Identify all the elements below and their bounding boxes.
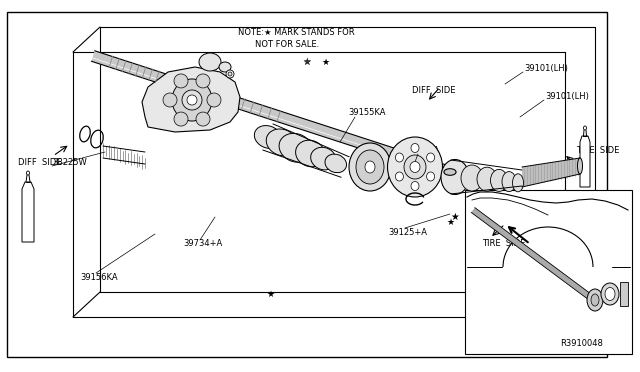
Ellipse shape (587, 289, 603, 311)
Polygon shape (92, 51, 452, 177)
Ellipse shape (26, 171, 29, 175)
Ellipse shape (605, 288, 615, 301)
Ellipse shape (172, 79, 212, 121)
Ellipse shape (513, 174, 524, 192)
Text: 38225W: 38225W (52, 157, 87, 167)
Text: ★: ★ (451, 212, 460, 222)
Text: R3910048: R3910048 (560, 340, 603, 349)
Ellipse shape (174, 112, 188, 126)
Text: 39156KA: 39156KA (80, 273, 118, 282)
Ellipse shape (577, 158, 582, 174)
Polygon shape (522, 158, 580, 187)
Ellipse shape (207, 93, 221, 107)
Text: 39101(LH): 39101(LH) (524, 64, 568, 73)
Polygon shape (22, 182, 34, 242)
Ellipse shape (396, 172, 403, 181)
Ellipse shape (477, 167, 497, 191)
Ellipse shape (219, 62, 231, 72)
Ellipse shape (591, 294, 599, 306)
Text: 39234+A: 39234+A (400, 145, 439, 154)
Ellipse shape (410, 161, 420, 173)
Ellipse shape (411, 182, 419, 190)
Ellipse shape (490, 169, 508, 192)
Ellipse shape (356, 150, 384, 184)
Polygon shape (471, 208, 592, 299)
Ellipse shape (310, 147, 336, 170)
Bar (465, 190, 632, 354)
Text: TIRE  SIDE: TIRE SIDE (482, 240, 525, 248)
Ellipse shape (427, 172, 435, 181)
Ellipse shape (601, 283, 619, 305)
Polygon shape (580, 136, 590, 187)
Text: DIFF  SIDE: DIFF SIDE (412, 86, 456, 94)
Ellipse shape (396, 153, 403, 162)
Text: DIFF  SIDE: DIFF SIDE (18, 157, 61, 167)
Ellipse shape (266, 129, 298, 156)
Ellipse shape (427, 153, 435, 162)
Ellipse shape (228, 72, 232, 76)
Bar (620, 282, 628, 306)
Text: TIRE  SIDE: TIRE SIDE (576, 145, 620, 154)
Ellipse shape (182, 90, 202, 110)
Ellipse shape (502, 171, 516, 192)
Ellipse shape (404, 155, 426, 179)
Ellipse shape (196, 112, 210, 126)
Ellipse shape (444, 169, 456, 175)
Ellipse shape (296, 140, 325, 167)
Ellipse shape (187, 95, 197, 105)
Polygon shape (142, 67, 240, 132)
Text: 39155KA: 39155KA (348, 108, 385, 116)
Ellipse shape (174, 74, 188, 88)
Text: 39101(LH): 39101(LH) (545, 92, 589, 100)
Text: 39734+A: 39734+A (183, 240, 222, 248)
Ellipse shape (279, 134, 312, 162)
Text: ★: ★ (266, 289, 274, 298)
Ellipse shape (349, 143, 391, 191)
Ellipse shape (163, 93, 177, 107)
Text: NOTE:★ MARK STANDS FOR: NOTE:★ MARK STANDS FOR (238, 28, 355, 36)
Ellipse shape (365, 161, 375, 173)
Ellipse shape (584, 126, 586, 130)
Ellipse shape (441, 160, 469, 195)
Text: 39125+A: 39125+A (388, 228, 427, 237)
Text: ★: ★ (446, 218, 454, 227)
Ellipse shape (254, 126, 282, 148)
Ellipse shape (196, 74, 210, 88)
Ellipse shape (199, 53, 221, 71)
Ellipse shape (411, 144, 419, 153)
Ellipse shape (325, 154, 346, 173)
Text: NOT FOR SALE.: NOT FOR SALE. (255, 39, 319, 48)
Text: ★: ★ (321, 58, 329, 67)
Text: ★: ★ (303, 57, 312, 67)
Text: ★: ★ (303, 57, 312, 67)
Ellipse shape (387, 137, 442, 197)
Ellipse shape (226, 70, 234, 78)
Ellipse shape (461, 165, 483, 191)
